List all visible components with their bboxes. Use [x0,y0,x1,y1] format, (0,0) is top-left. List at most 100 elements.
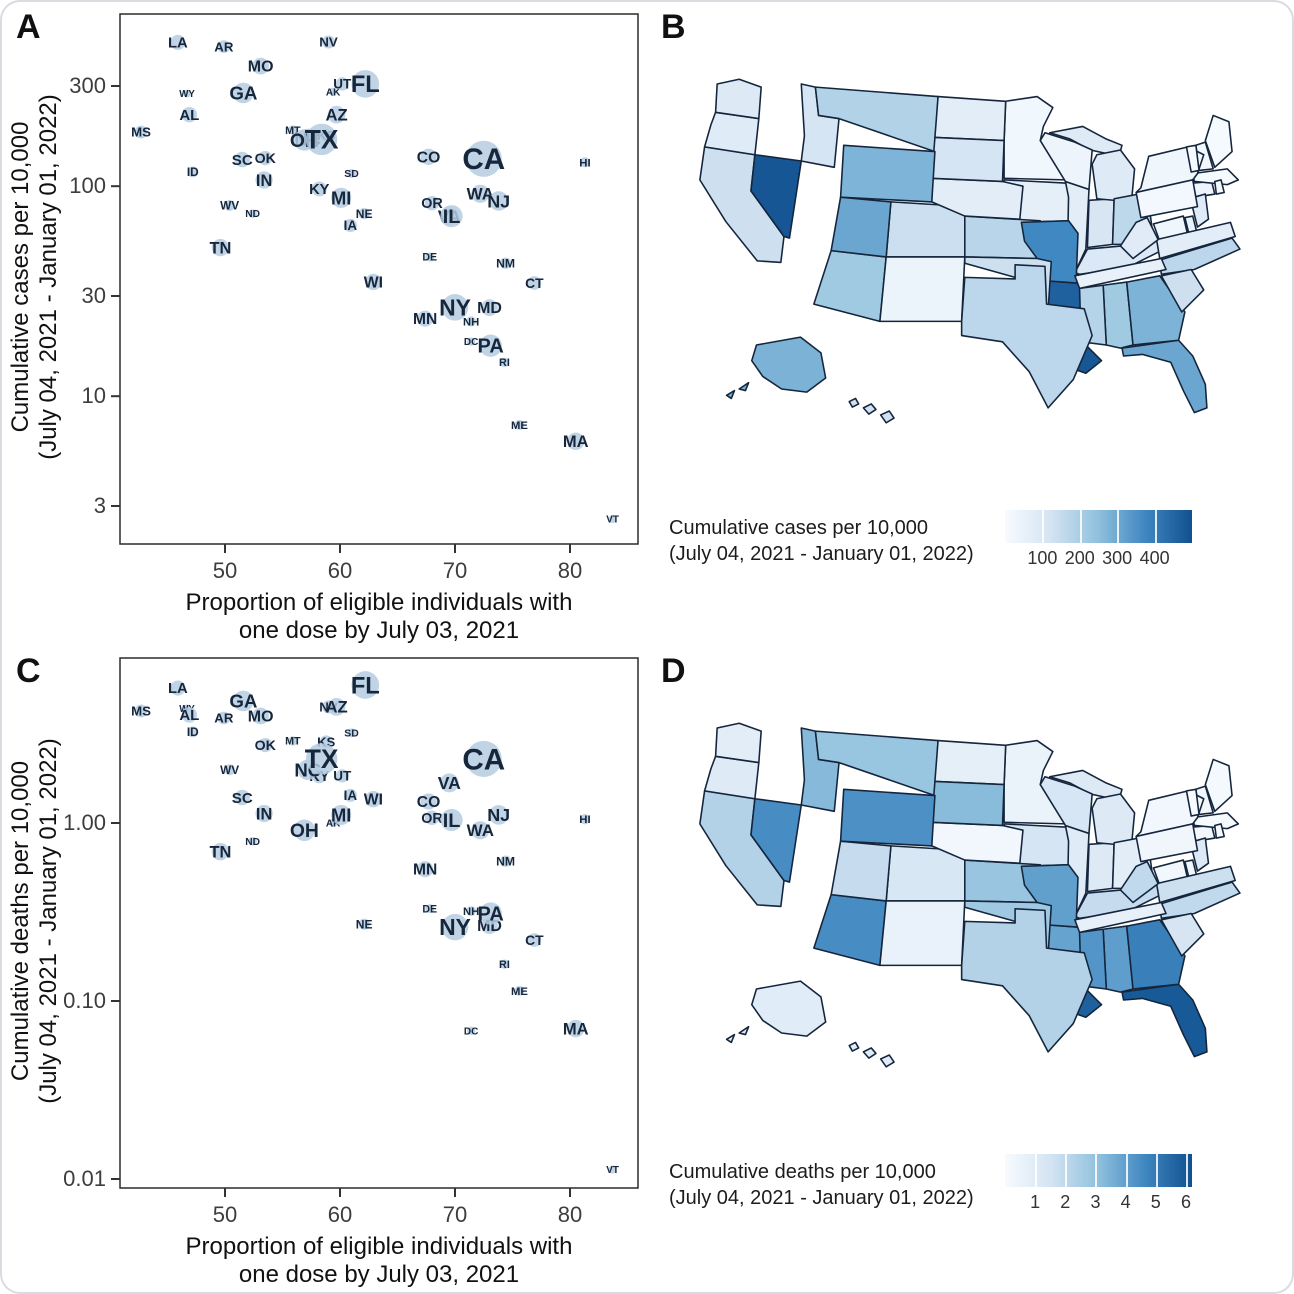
state-bubble-CT [527,276,542,290]
map-state-AK [738,381,750,392]
map-state-HI [862,1047,877,1059]
legend-tick-mark [1065,1154,1068,1187]
state-bubble-CA [465,140,502,177]
state-label-OR: OR [421,196,443,212]
state-label-GA: GA [229,691,258,712]
x-axis-title-line2: one dose by July 03, 2021 [239,1261,519,1288]
cases-legend-title: Cumulative cases per 10,000 (July 04, 20… [669,515,981,567]
state-bubble-OH [293,819,316,842]
legend-tick-mark [1079,510,1082,543]
panel-d-label: D [661,652,686,690]
state-label-NV: NV [319,35,338,50]
state-bubble-CO [420,793,437,810]
map-state-AK [738,1025,750,1036]
state-bubble-UT [335,769,349,783]
cases-legend-bar-wrap: 100 200 300 400 [1005,510,1192,572]
state-bubble-TN [211,842,230,861]
map-state-TX [960,908,1093,1053]
map-state-HI [862,403,877,415]
state-bubble-MO [252,707,269,725]
cases-legend: Cumulative cases per 10,000 (July 04, 20… [669,510,1269,572]
state-bubble-IA [343,218,357,233]
state-bubble-IL [440,808,463,832]
panel-d: D Cumulative deaths per 10,000 (July 04,… [647,648,1292,1290]
state-bubble-VT [608,1165,617,1174]
x-tick-label: 50 [213,558,237,583]
state-bubble-OR [424,810,440,825]
map-state-PA [1135,823,1199,863]
map-state-MT [814,86,939,153]
map-state-SC [1160,268,1205,313]
plot-frame [119,13,639,545]
state-label-AK: AK [326,819,341,830]
state-label-AK: AK [326,87,341,98]
x-axis-title-line1: Proportion of eligible individuals with [186,1233,573,1260]
legend-tick-mark [1154,510,1157,543]
legend-tick-mark [1155,1154,1158,1187]
state-label-IL: IL [443,206,461,228]
state-bubble-NH [466,316,477,327]
state-label-DE: DE [422,252,437,264]
legend-tick-label: 100 [1027,548,1058,568]
state-label-VT: VT [606,515,619,526]
panel-c-label: C [16,652,41,690]
state-label-HI: HI [579,157,590,169]
map-state-WA [714,78,762,120]
map-state-ME [1204,114,1233,169]
state-label-MN: MN [413,311,437,328]
y-axis-title-line2: (July 04, 2021 - January 01, 2022) [35,738,62,1104]
state-label-SD: SD [344,728,359,739]
state-label-NJ: NJ [487,805,510,825]
state-label-SC: SC [232,790,253,807]
state-label-RI: RI [499,959,510,971]
state-label-WI: WI [364,274,383,291]
state-label-UT: UT [333,769,352,784]
state-bubble-DC [466,1026,476,1035]
map-state-AK [725,1033,736,1044]
scatter-deaths-plot: 50 60 70 80 1.00 0.10 0.01 Proportion of eligib… [7,657,639,1288]
state-bubble-LA [170,34,186,50]
state-label-DE: DE [422,903,437,915]
x-tick-label: 60 [328,1202,352,1227]
legend-tick-mark [1125,1154,1128,1187]
legend-tick-mark [1117,510,1120,543]
map-state-FL [1121,339,1208,414]
state-bubble-MN [417,861,434,878]
state-bubble-WA [471,184,490,203]
y-tick-label: 0.10 [63,988,106,1013]
legend-tick-label: 200 [1064,548,1095,568]
legend-tick-label: 2 [1060,1192,1071,1212]
state-bubble-MS [134,125,148,139]
state-bubble-MA [567,432,585,451]
y-tick-label: 0.01 [63,1166,106,1191]
state-label-RI: RI [499,357,510,369]
state-bubble-PA [479,334,502,357]
state-label-TX: TX [305,744,339,774]
legend-tick-mark [1185,1154,1188,1187]
map-state-WY [839,788,936,847]
x-tick-label: 70 [443,558,467,583]
map-state-MA [1191,812,1240,830]
state-bubble-MN [417,310,434,327]
map-state-IN [1086,841,1115,893]
y-axis-title-line2: (July 04, 2021 - January 01, 2022) [35,94,62,460]
state-bubble-ND [248,209,257,218]
state-label-MO: MO [248,709,274,726]
map-state-AK [750,980,827,1037]
state-label-AZ: AZ [325,106,347,125]
state-label-OH: OH [290,820,319,842]
state-label-DC: DC [464,337,478,348]
state-label-SC: SC [232,152,253,169]
state-bubble-NV [322,35,335,49]
state-label-TN: TN [209,843,231,861]
state-bubble-AK [328,87,338,97]
state-label-ND: ND [245,837,260,848]
state-label-CA: CA [462,143,505,176]
state-bubble-PA [479,902,502,925]
state-bubble-DE [425,904,435,914]
map-state-WI [1039,775,1093,835]
state-label-ID: ID [187,725,199,739]
state-label-MD: MD [477,300,502,317]
state-bubble-UT [335,77,349,91]
